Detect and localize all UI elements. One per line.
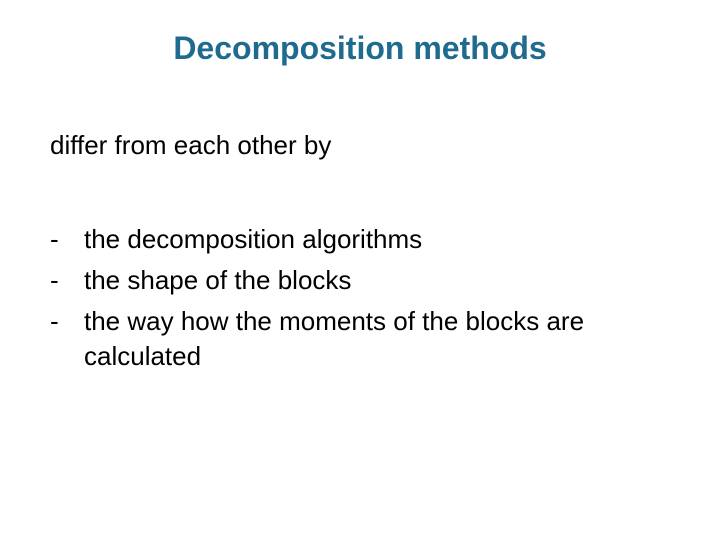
bullet-item: - the decomposition algorithms	[50, 222, 680, 257]
bullet-item: - the way how the moments of the blocks …	[50, 304, 680, 374]
slide-title: Decomposition methods	[0, 30, 720, 67]
bullet-dash: -	[50, 263, 84, 298]
bullet-item: - the shape of the blocks	[50, 263, 680, 298]
bullet-dash: -	[50, 304, 84, 339]
intro-line: differ from each other by	[50, 130, 331, 161]
bullet-dash: -	[50, 222, 84, 257]
bullet-list: - the decomposition algorithms - the sha…	[50, 222, 680, 380]
bullet-text: the decomposition algorithms	[84, 222, 680, 257]
bullet-text: the shape of the blocks	[84, 263, 680, 298]
bullet-text: the way how the moments of the blocks ar…	[84, 304, 680, 374]
